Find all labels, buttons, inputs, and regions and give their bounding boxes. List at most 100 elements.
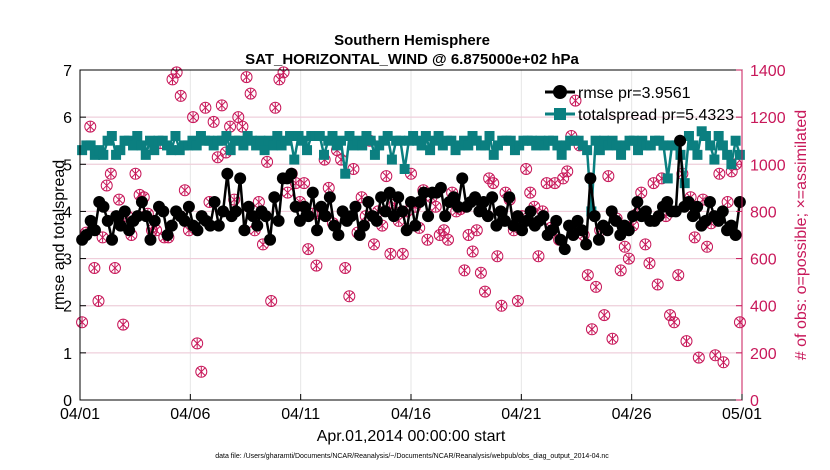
obs-assimilated-point (110, 263, 120, 273)
rmse-point (353, 229, 366, 241)
rmse-point (434, 181, 447, 194)
totalspread-point (688, 140, 699, 151)
obs-assimilated-point (525, 187, 535, 198)
rmse-point (580, 238, 593, 251)
totalspread-point (446, 135, 457, 146)
x-axis: 04/01 04/06 04/11 04/16 04/21 04/26 05/01 (60, 394, 762, 423)
rmse-point (161, 229, 174, 241)
obs-assimilated-point (225, 121, 235, 132)
obs-assimilated-point (209, 116, 219, 127)
obs-assimilated-point (669, 317, 679, 328)
obs-possible-point (100, 179, 113, 192)
obs-assimilated-point (714, 168, 724, 179)
totalspread-point (149, 145, 160, 156)
rmse-point (182, 200, 195, 213)
obs-assimilated-point (200, 102, 210, 113)
obs-assimilated-point (681, 336, 692, 347)
rmse-point (106, 233, 119, 246)
totalspread-point (416, 140, 427, 151)
legend-totalspread-label: totalspread pr=5.4323 (578, 107, 734, 124)
totalspread-point (633, 145, 644, 156)
rmse-point (370, 214, 383, 227)
rmse-point (148, 214, 161, 227)
obs-possible-point (84, 120, 97, 133)
totalspread-point (679, 178, 690, 189)
rmse-point (639, 205, 652, 218)
obs-possible-point (618, 240, 631, 253)
rmse-point (191, 224, 204, 237)
legend-totalspread-marker (554, 108, 566, 120)
obs-assimilated-point (233, 112, 243, 123)
obs-assimilated-point (723, 197, 733, 207)
totalspread-point (425, 145, 436, 156)
rmse-point (328, 219, 341, 232)
totalspread-point (170, 131, 181, 141)
rmse-point (524, 205, 537, 218)
rmse-point (733, 196, 746, 208)
rmse-point (725, 219, 738, 232)
obs-assimilated-point (85, 121, 95, 132)
obs-assimilated-point (262, 156, 272, 167)
rmse-point (601, 224, 614, 237)
y-right-tick-label: 800 (750, 204, 777, 221)
obs-assimilated-point (718, 357, 729, 368)
x-tick-label: 04/01 (60, 406, 100, 423)
rmse-point (422, 210, 435, 223)
obs-possible-point (228, 193, 241, 206)
obs-possible-point (590, 280, 603, 293)
totalspread-point (700, 131, 711, 141)
totalspread-point (692, 149, 703, 160)
totalspread-point (302, 145, 313, 156)
obs-assimilated-point (192, 338, 202, 349)
rmse-point (349, 200, 362, 213)
totalspread-point (395, 135, 406, 146)
obs-assimilated-point (694, 352, 704, 363)
obs-assimilated-point (620, 241, 630, 252)
rmse-point (229, 205, 242, 218)
obs-assimilated-point (673, 270, 683, 281)
obs-possible-point (606, 332, 619, 345)
rmse-point (144, 233, 157, 246)
obs-possible-point (557, 172, 570, 185)
totalspread-point (314, 131, 325, 141)
rmse-point (259, 210, 272, 223)
rmse-point (409, 219, 422, 232)
x-tick-label: 04/21 (501, 406, 541, 423)
obs-assimilated-point (488, 178, 498, 189)
rmse-point (605, 205, 618, 218)
totalspread-point (611, 140, 622, 151)
obs-possible-point (339, 262, 352, 274)
totalspread-point (335, 135, 346, 146)
obs-possible-point (129, 167, 142, 180)
obs-assimilated-point (640, 239, 650, 250)
y-tick-label: 0 (63, 393, 72, 410)
rmse-point (627, 210, 640, 223)
obs-possible-point (240, 71, 253, 84)
totalspread-point (480, 140, 491, 151)
obs-assimilated-point (369, 239, 379, 250)
y-tick-label: 1 (63, 346, 72, 363)
obs-assimilated-point (340, 263, 350, 273)
y-right-tick-label: 1200 (750, 110, 786, 127)
obs-possible-point (717, 356, 730, 369)
rmse-point (221, 167, 234, 180)
rmse-point (332, 229, 345, 241)
totalspread-point (484, 131, 495, 141)
rmse-point (319, 210, 332, 223)
obs-possible-point (261, 155, 274, 168)
obs-possible-point (540, 177, 553, 190)
obs-possible-point (495, 299, 508, 312)
series-layer (76, 66, 746, 378)
y-axis-label-right: # of obs: o=possible; ×=assimilated (793, 110, 810, 360)
obs-assimilated-point (114, 194, 124, 205)
obs-assimilated-point (172, 67, 182, 78)
obs-possible-point (470, 224, 483, 237)
totalspread-point (106, 131, 117, 141)
legend-rmse-label: rmse pr=3.9561 (578, 85, 691, 102)
x-tick-label: 04/06 (170, 406, 210, 423)
obs-assimilated-point (735, 317, 745, 328)
obs-possible-point (487, 177, 500, 190)
rmse-point (234, 172, 247, 185)
obs-possible-point (692, 351, 705, 364)
obs-possible-point (298, 177, 311, 190)
